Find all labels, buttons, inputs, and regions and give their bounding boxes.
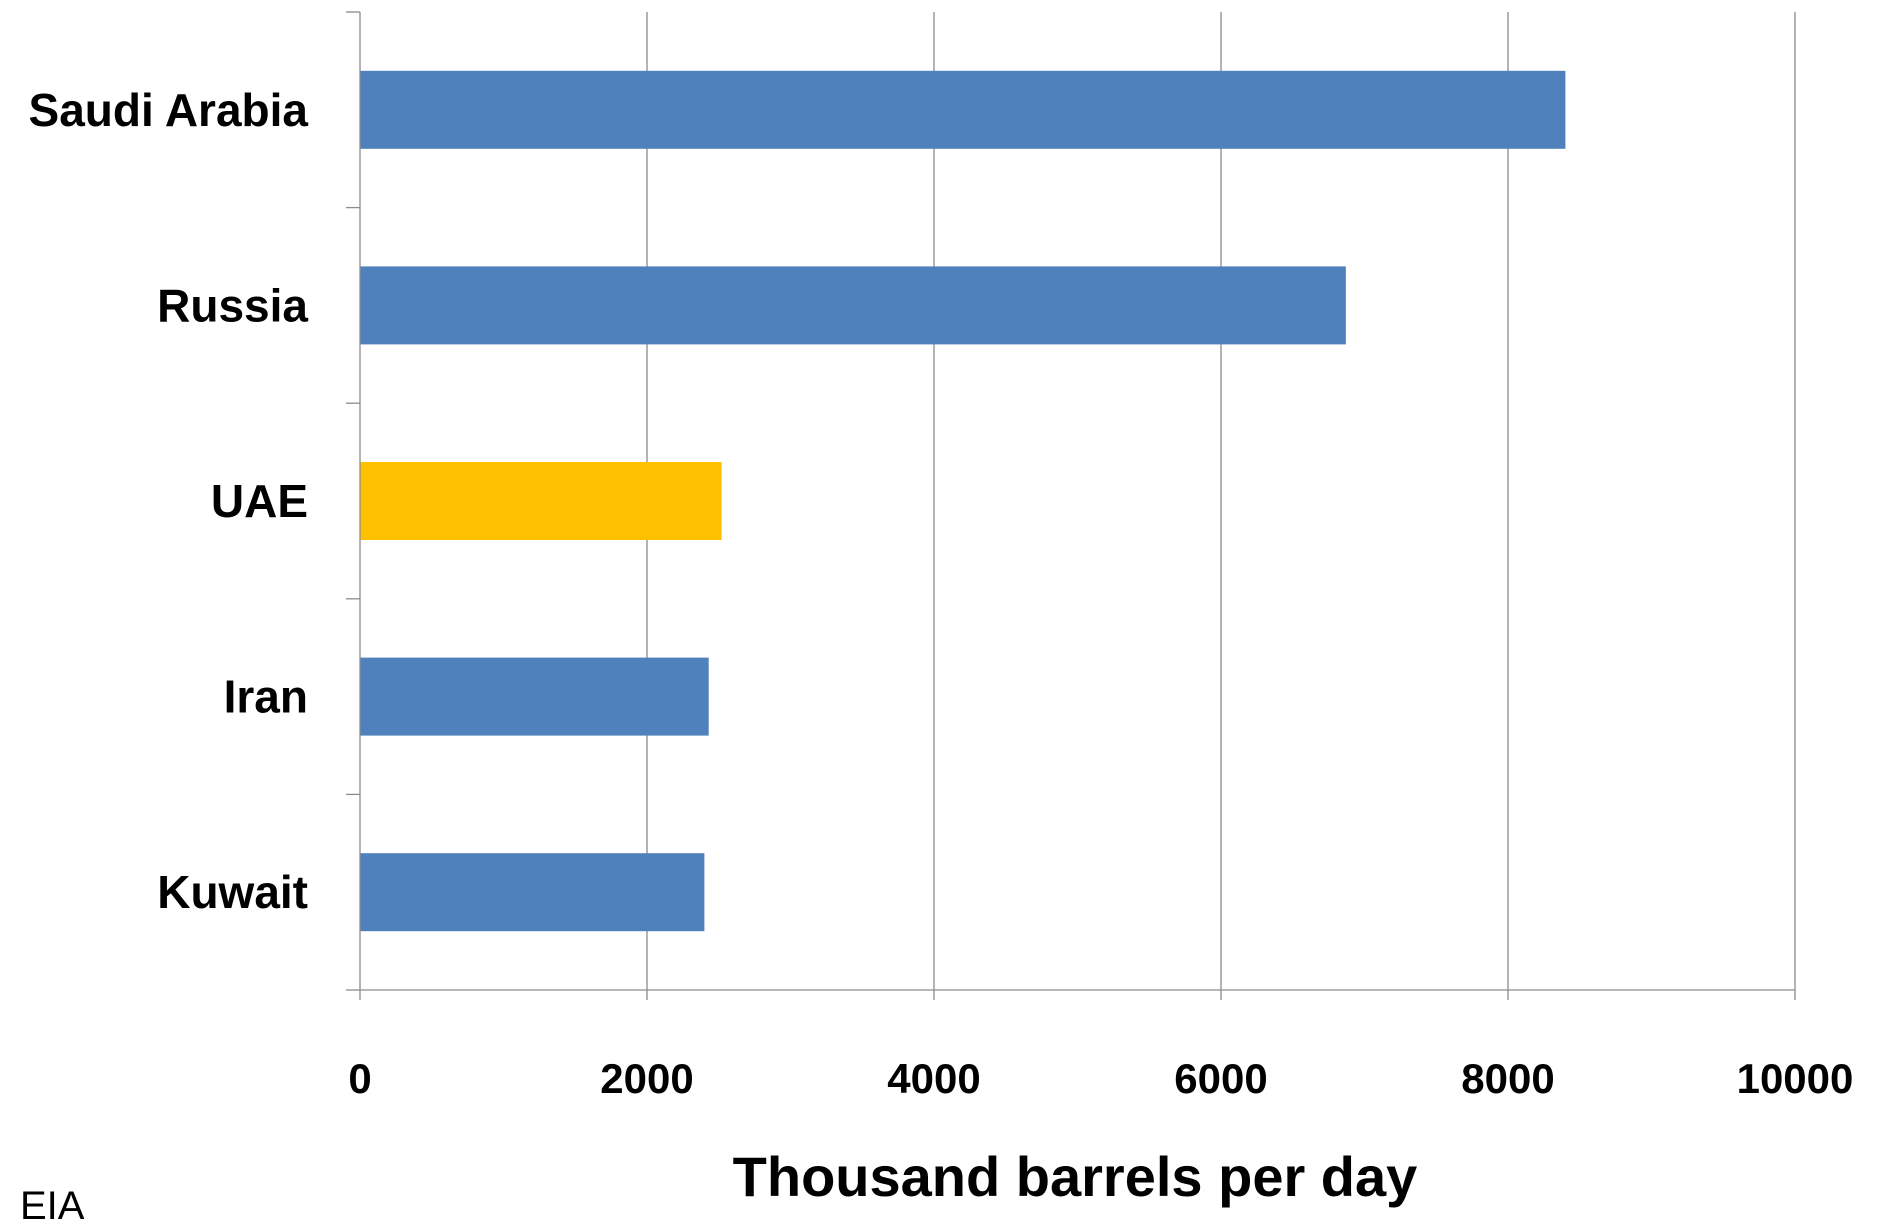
x-tick-label: 8000 <box>1461 1055 1554 1102</box>
gridlines <box>646 12 1796 990</box>
x-tick-label: 4000 <box>887 1055 980 1102</box>
bars <box>360 70 1566 932</box>
x-tick-label: 2000 <box>600 1055 693 1102</box>
source-note: EIA <box>20 1184 85 1228</box>
category-labels: Saudi Arabia Russia UAE Iran Kuwait <box>29 84 309 918</box>
category-label: Iran <box>224 671 308 723</box>
x-tick-label: 6000 <box>1174 1055 1267 1102</box>
x-axis-title: Thousand barrels per day <box>733 1145 1418 1208</box>
x-tick-labels: 0 2000 4000 6000 8000 10000 <box>348 1055 1853 1102</box>
category-label: Russia <box>157 279 308 331</box>
bar-saudi-arabia <box>360 70 1566 149</box>
category-label: Kuwait <box>157 866 308 918</box>
bar-uae <box>360 462 722 540</box>
x-tick-label: 0 <box>348 1055 371 1102</box>
category-label: UAE <box>211 475 308 527</box>
axes <box>346 11 1796 1000</box>
bar-russia <box>360 266 1346 345</box>
bar-kuwait <box>360 853 705 932</box>
category-label: Saudi Arabia <box>29 84 309 136</box>
x-tick-label: 10000 <box>1737 1055 1854 1102</box>
bar-iran <box>360 657 709 736</box>
